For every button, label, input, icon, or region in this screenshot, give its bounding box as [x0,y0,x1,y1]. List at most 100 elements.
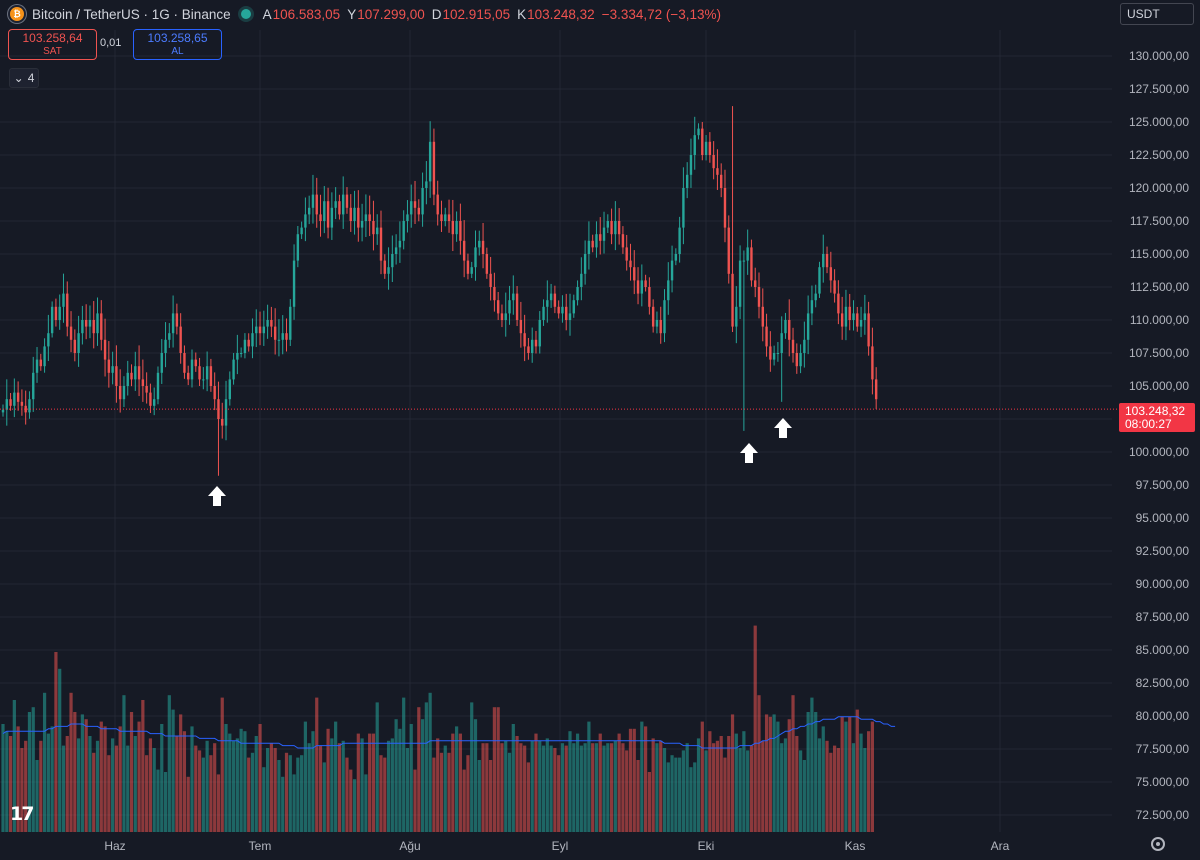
candle-body [175,313,179,327]
volume-bar [31,707,35,832]
volume-bar [848,716,852,832]
volume-bar [817,738,822,832]
candle-body [863,313,867,320]
buy-button[interactable]: 103.258,65 AL [133,29,222,60]
volume-bar [855,709,859,832]
candle-body [602,227,606,241]
volume-bar [383,757,387,832]
time-axis-label: Eki [698,839,715,853]
candle-body [88,320,92,327]
volume-bar [284,752,289,832]
volume-bar [515,736,519,832]
price-axis-label: 95.000,00 [1136,511,1190,525]
candle-body [538,320,541,347]
candle-body [822,254,825,268]
tradingview-logo[interactable]: 17 [10,803,34,825]
candle-body [228,379,231,400]
volume-bar [197,750,202,832]
volume-bar [655,743,659,832]
volume-bar [300,755,304,832]
change-value: −3.334,72 (−3,13%) [601,6,722,22]
time-axis-label: Ağu [399,839,420,853]
candle-body [126,372,129,386]
candle-body [542,306,545,320]
candle-body [496,300,500,314]
candle-body [640,280,644,294]
candle-body [130,372,133,380]
candle-body [557,306,560,314]
price-axis-label: 125.000,00 [1129,115,1189,129]
candle-body [784,320,787,334]
volume-bar [496,707,500,832]
buy-price: 103.258,65 [147,30,208,45]
market-status-icon[interactable] [240,9,251,19]
candle-body [795,353,798,367]
volume-bar [50,726,54,832]
volume-bar [141,700,145,832]
indicators-toggle-button[interactable]: ⌄ 4 [9,68,39,88]
volume-bar [651,738,655,832]
candle-body [134,366,137,380]
candle-body [266,320,269,327]
candle-body [1,409,5,413]
candle-body [353,207,356,221]
price-axis-label: 122.500,00 [1129,148,1189,162]
volume-bar [742,731,746,832]
candle-body [515,293,519,320]
settings-icon[interactable] [1151,837,1165,851]
candle-body [788,320,791,340]
volume-bar [681,750,685,832]
volume-bar [160,724,164,832]
candle-body [444,214,447,221]
candle-body [546,300,549,307]
volume-bar [851,743,856,832]
price-axis[interactable]: 130.000,00 127.500,00 125.000,00 122.500,00… [1129,49,1189,822]
candle-body [69,326,73,340]
candle-body [852,313,855,320]
candlesticks [1,106,878,476]
price-axis-label: 110.000,00 [1130,313,1189,327]
candle-body [73,339,77,353]
candle-body [194,359,197,367]
candle-body [315,194,318,215]
volume-bar [825,740,829,832]
candle-body [493,287,496,301]
volume-bar [708,731,712,832]
candle-body [803,339,806,353]
candle-body [606,221,609,228]
candle-body [13,392,16,406]
candle-body [236,353,239,360]
up-arrow-icon [208,486,226,506]
bitcoin-icon: ₿ [8,5,26,23]
volume-bar [288,755,292,832]
volume-bar [194,745,198,832]
candle-body [587,240,591,254]
volume-bar [405,748,410,832]
candle-body [92,320,95,334]
sell-button[interactable]: 103.258,64 SAT [8,29,97,60]
volume-bar [262,767,266,832]
candle-body [810,300,814,314]
sell-price: 103.258,64 [22,30,83,45]
currency-label: USDT [1127,7,1160,21]
price-axis-label: 87.500,00 [1136,610,1190,624]
candle-body [258,326,262,334]
candle-body [595,234,598,248]
volume-bar [859,733,863,832]
volume-bar [250,752,255,832]
candle-body [277,339,281,341]
symbol-title[interactable]: Bitcoin / TetherUS · 1G · Binance [32,6,231,22]
candle-body [209,366,213,386]
candle-body [77,333,80,353]
bar-countdown: 08:00:27 [1125,416,1172,431]
volume-bar [693,762,697,832]
volume-bar [190,726,194,832]
currency-select[interactable]: USDT [1120,3,1194,25]
volume-bar [58,668,62,832]
volume-bar [281,776,285,832]
volume-bar [727,736,731,832]
time-axis[interactable]: Haz Tem Ağu Eyl Eki Kas Ara [104,839,1009,853]
volume-bar [712,743,716,832]
candle-body [625,247,628,261]
